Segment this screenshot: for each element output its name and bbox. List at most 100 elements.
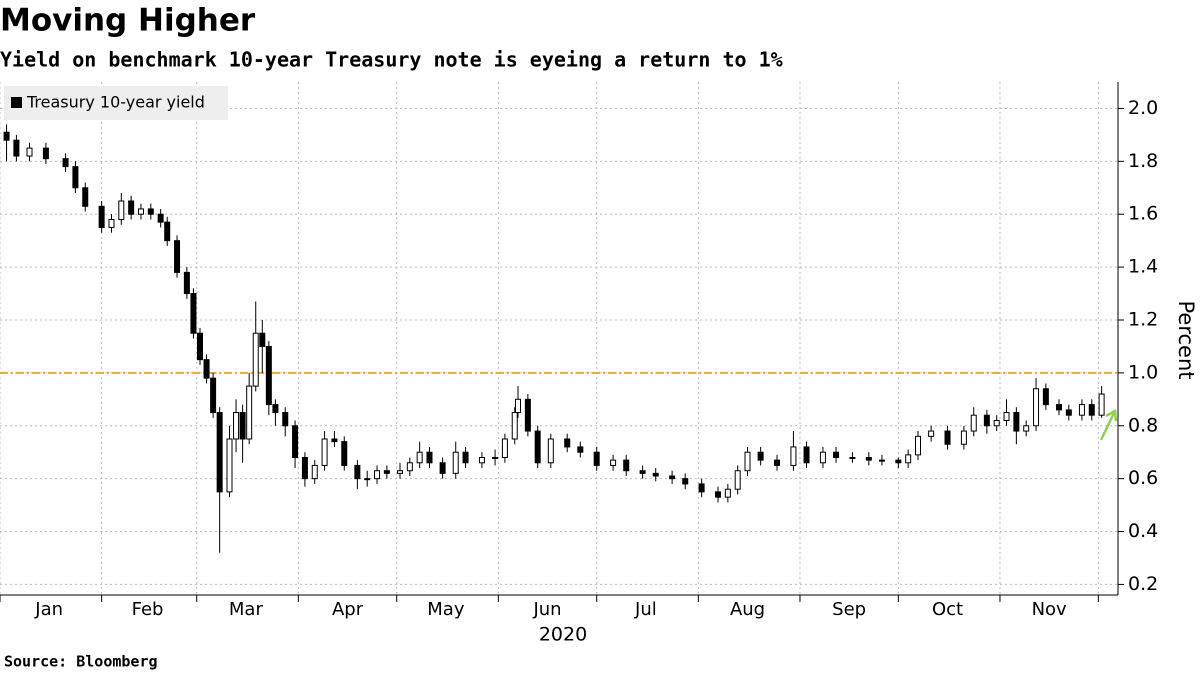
candle-body bbox=[233, 412, 240, 440]
candle-body bbox=[82, 187, 89, 207]
candle-body bbox=[301, 456, 308, 480]
candle-body bbox=[478, 456, 485, 464]
candle-body bbox=[311, 464, 318, 480]
candle-body bbox=[259, 332, 266, 347]
candle-body bbox=[462, 451, 469, 464]
candle-body bbox=[98, 205, 105, 228]
candle-body bbox=[118, 200, 125, 221]
candle-body bbox=[157, 213, 164, 223]
candle-body bbox=[72, 166, 79, 189]
candle-body bbox=[833, 451, 840, 458]
candle-body bbox=[895, 459, 902, 464]
y-axis-label: Percent bbox=[1174, 300, 1198, 379]
legend-box bbox=[4, 86, 228, 120]
candle-body bbox=[321, 438, 328, 466]
candle-body bbox=[905, 454, 912, 464]
candle-body bbox=[272, 404, 279, 414]
candle-body bbox=[374, 470, 381, 480]
candle-body bbox=[331, 438, 338, 443]
candle-body bbox=[715, 491, 722, 498]
candle-body bbox=[511, 412, 518, 440]
candle-body bbox=[426, 451, 433, 464]
candle-body bbox=[944, 430, 951, 445]
candle-body bbox=[265, 345, 272, 406]
candle-body bbox=[1078, 404, 1085, 416]
candle-body bbox=[849, 456, 856, 459]
candle-body bbox=[164, 221, 171, 242]
candle-body bbox=[383, 470, 390, 474]
candle-body bbox=[452, 451, 459, 474]
x-tick-label: Feb bbox=[132, 599, 164, 620]
candle-body bbox=[734, 470, 741, 490]
candle-body bbox=[724, 488, 731, 498]
candle-body bbox=[564, 438, 571, 448]
candle-body bbox=[774, 459, 781, 466]
arrow-annotation bbox=[1099, 408, 1118, 441]
x-tick-label: Nov bbox=[1032, 599, 1067, 620]
candle-body bbox=[282, 412, 289, 427]
x-tick-label: Sep bbox=[832, 599, 866, 620]
candle-body bbox=[547, 438, 554, 464]
legend-swatch bbox=[11, 97, 22, 108]
candle-body bbox=[524, 398, 531, 432]
candle-body bbox=[108, 219, 115, 228]
y-tick-label: 0.4 bbox=[1128, 520, 1158, 542]
candle-body bbox=[983, 414, 990, 427]
y-tick-label: 1.8 bbox=[1128, 150, 1158, 172]
candle-body bbox=[757, 451, 764, 461]
candle-body bbox=[819, 451, 826, 464]
candle-body bbox=[137, 208, 144, 215]
x-tick-label: Apr bbox=[332, 599, 364, 620]
plot-area: 0.2 0.4 0.6 0.8 1.0 1.2 1.4 1.6 1.8 2.0 Jan Feb Mar A… bbox=[0, 82, 1158, 620]
y-tick-label: 1.4 bbox=[1128, 256, 1158, 278]
y-tick-label: 0.8 bbox=[1128, 414, 1158, 436]
candle-body bbox=[1065, 409, 1072, 416]
chart-subtitle: Yield on benchmark 10-year Treasury note… bbox=[0, 48, 783, 72]
candle-body bbox=[1013, 412, 1020, 432]
candle-body bbox=[993, 419, 1000, 427]
y-tick-label: 1.0 bbox=[1128, 361, 1158, 383]
candle-body bbox=[960, 430, 967, 445]
candle-body bbox=[928, 430, 935, 437]
candle-body bbox=[639, 470, 646, 474]
candle-body bbox=[128, 200, 135, 215]
x-axis-label: 2020 bbox=[539, 624, 587, 646]
candle-body bbox=[1042, 388, 1049, 406]
candle-body bbox=[216, 412, 223, 493]
candle-body bbox=[698, 483, 705, 493]
candle-body bbox=[396, 470, 403, 474]
candle-body bbox=[439, 462, 446, 474]
x-tick-label: May bbox=[427, 599, 465, 620]
x-tick-label: Oct bbox=[932, 599, 963, 620]
candle-body bbox=[1033, 388, 1040, 427]
candle-body bbox=[13, 139, 20, 157]
candle-body bbox=[42, 147, 49, 160]
candle-body bbox=[26, 147, 33, 157]
x-tick-label: Jul bbox=[634, 599, 657, 620]
candle-body bbox=[803, 446, 810, 464]
candle-body bbox=[364, 478, 371, 481]
y-tick-label: 0.6 bbox=[1128, 467, 1158, 489]
x-tick-label: Jan bbox=[34, 599, 63, 620]
candle-body bbox=[669, 475, 676, 480]
candle-body bbox=[341, 441, 348, 466]
candle-body bbox=[652, 472, 659, 477]
candle-body bbox=[62, 158, 69, 168]
candle-body bbox=[416, 451, 423, 464]
candle-body bbox=[1055, 404, 1062, 411]
y-tick-label: 1.2 bbox=[1128, 308, 1158, 330]
candle-body bbox=[1023, 425, 1030, 432]
y-tick-label: 0.2 bbox=[1128, 573, 1158, 595]
y-tick-label: 1.6 bbox=[1128, 203, 1158, 225]
candle-body bbox=[577, 446, 584, 453]
candle-body bbox=[354, 464, 361, 480]
candle-body bbox=[790, 446, 797, 466]
candle-body bbox=[501, 438, 508, 458]
candle-body bbox=[515, 398, 522, 414]
x-tick-label: Jun bbox=[532, 599, 561, 620]
candle-body bbox=[239, 412, 246, 440]
y-tick-label: 2.0 bbox=[1128, 97, 1158, 119]
candle-body bbox=[623, 459, 630, 472]
candle-body bbox=[174, 240, 181, 273]
